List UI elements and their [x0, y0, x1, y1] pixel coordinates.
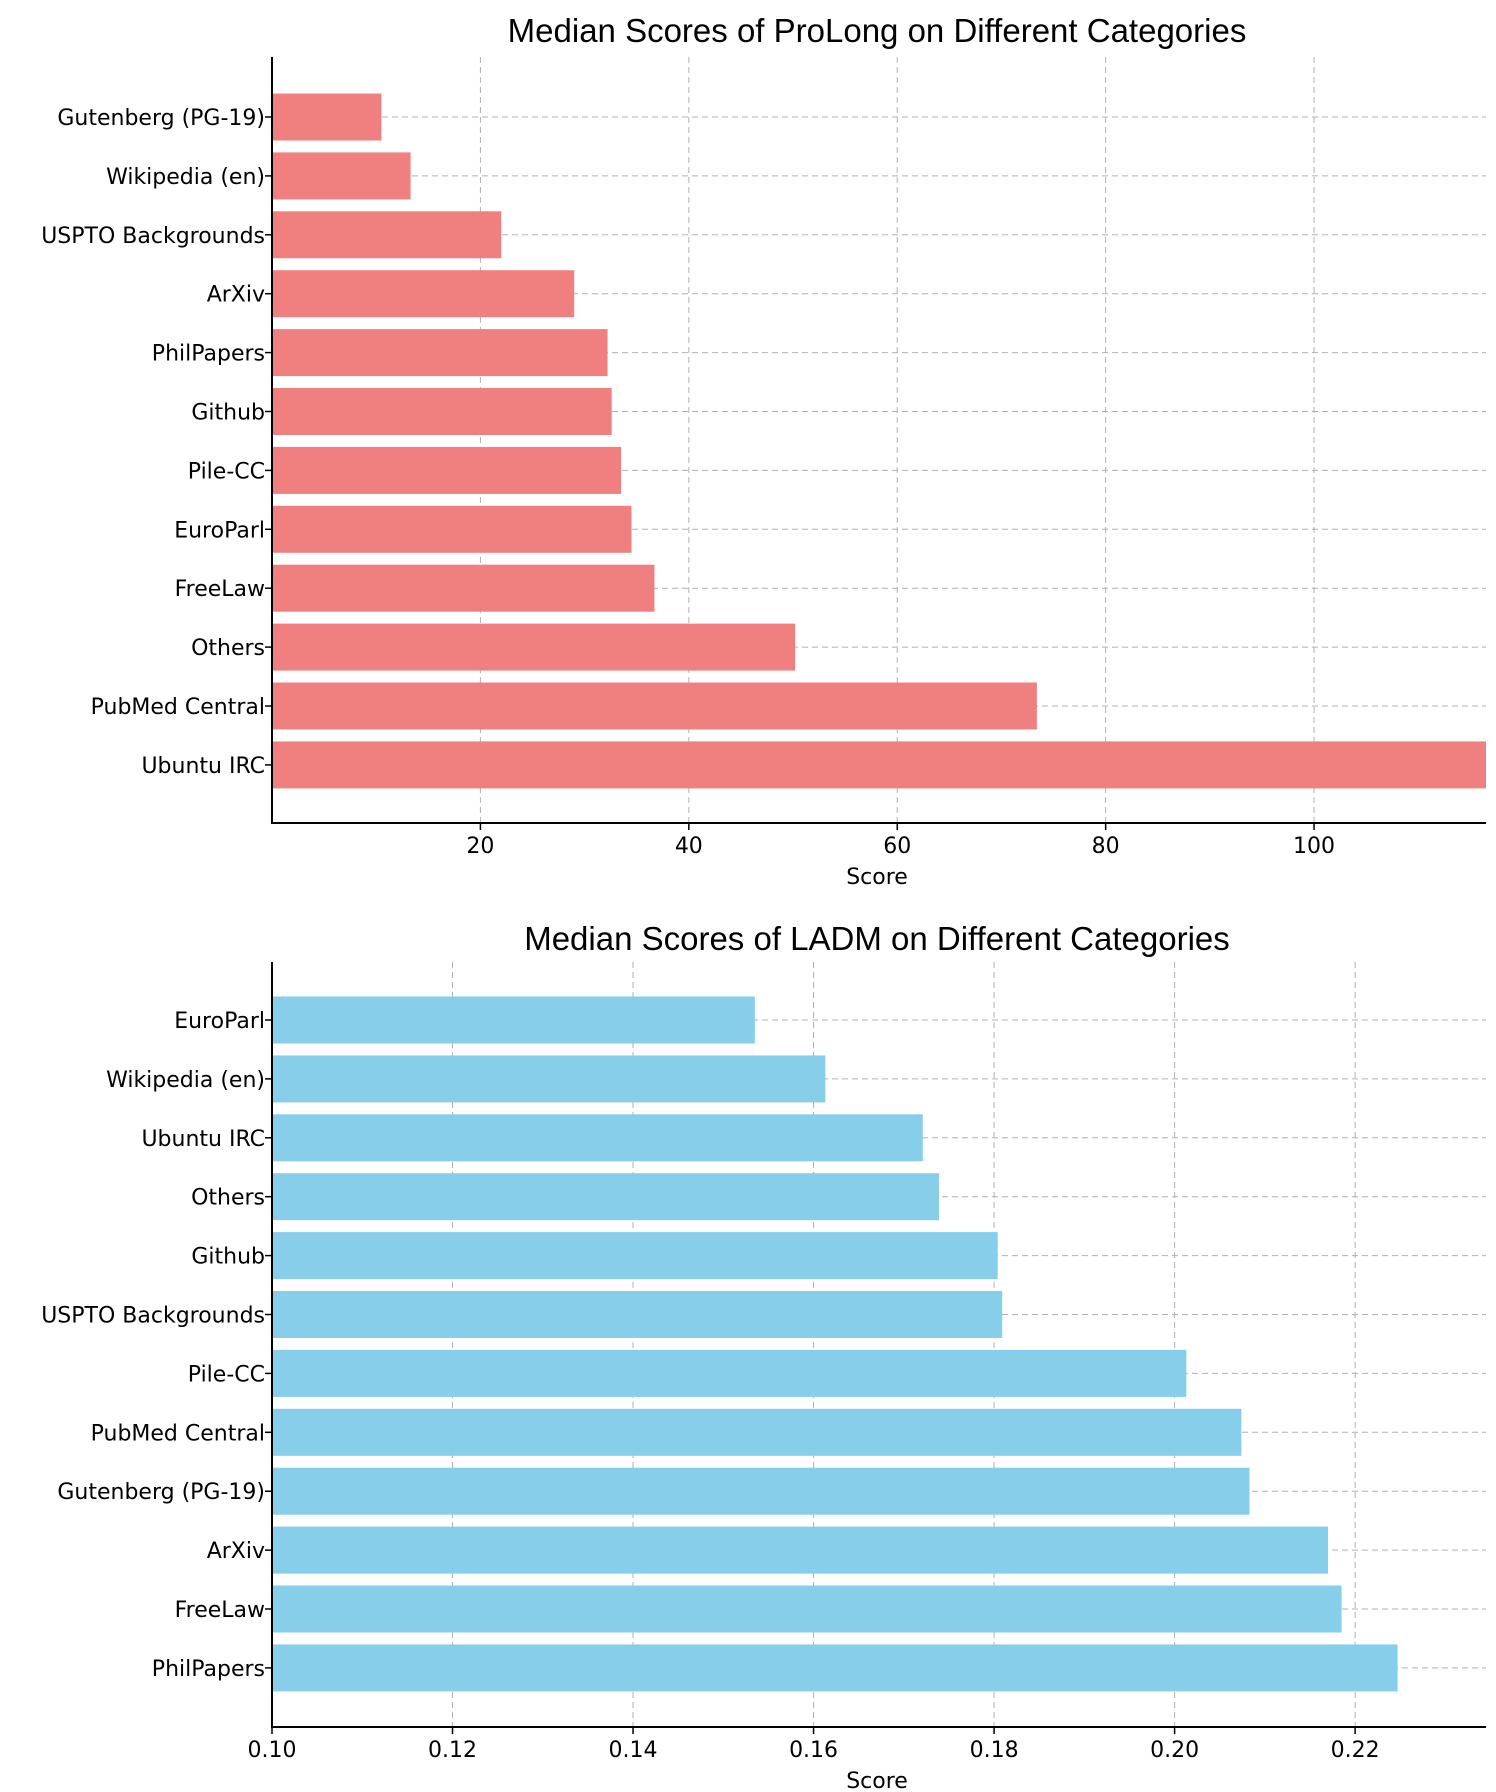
category-label: Ubuntu IRC [141, 754, 265, 779]
bar [272, 152, 411, 200]
bar [272, 1526, 1329, 1574]
x-ticks: 20 40 60 80 100 [466, 823, 1335, 859]
bar [272, 1232, 998, 1280]
category-label: PubMed Central [91, 695, 265, 720]
bar [272, 1467, 1250, 1515]
category-label: EuroParl [174, 518, 265, 543]
bar [272, 1173, 940, 1221]
x-tick-label: 20 [466, 834, 494, 859]
bar [272, 564, 655, 612]
x-tick-label: 40 [675, 834, 703, 859]
category-label: Wikipedia (en) [106, 165, 265, 190]
category-label: Pile-CC [188, 459, 265, 484]
category-label: Wikipedia (en) [106, 1068, 265, 1093]
x-axis-label: Score [846, 865, 908, 890]
category-label: Github [191, 1245, 265, 1270]
category-label: USPTO Backgrounds [41, 1304, 265, 1329]
category-label: Others [191, 636, 265, 661]
x-tick-label: 0.20 [1150, 1738, 1199, 1763]
bar [272, 1408, 1242, 1456]
category-label: Gutenberg (PG-19) [57, 106, 265, 131]
category-label: Ubuntu IRC [141, 1127, 265, 1152]
x-axis-label: Score [846, 1769, 908, 1792]
bar [272, 741, 1486, 789]
x-tick-label: 0.16 [789, 1738, 838, 1763]
bar [272, 996, 755, 1044]
category-label: EuroParl [174, 1009, 265, 1034]
bar [272, 329, 608, 377]
category-label: FreeLaw [175, 1598, 265, 1623]
x-tick-label: 0.22 [1331, 1738, 1380, 1763]
bars [272, 93, 1486, 789]
category-label: PubMed Central [91, 1421, 265, 1446]
bar [272, 1291, 1003, 1338]
category-label: USPTO Backgrounds [41, 224, 265, 249]
category-label: FreeLaw [175, 577, 265, 602]
bar [272, 505, 632, 553]
chart-title: Median Scores of ProLong on Different Ca… [508, 12, 1247, 49]
prolong-chart: Median Scores of ProLong on Different Ca… [41, 12, 1486, 890]
category-labels: EuroParl Wikipedia (en) Ubuntu IRC Others Gi… [41, 1009, 272, 1682]
x-tick-label: 60 [883, 834, 911, 859]
x-tick-label: 0.12 [428, 1738, 477, 1763]
category-label: Gutenberg (PG-19) [57, 1480, 265, 1505]
bar [272, 388, 612, 435]
category-label: ArXiv [207, 283, 265, 308]
category-label: Others [191, 1186, 265, 1211]
x-tick-label: 0.14 [609, 1738, 658, 1763]
category-label: Github [191, 401, 265, 426]
bar [272, 270, 575, 318]
bar [272, 1585, 1342, 1633]
bar [272, 1349, 1187, 1397]
bar [272, 93, 382, 141]
ladm-chart: Median Scores of LADM on Different Categ… [41, 920, 1486, 1792]
chart-title: Median Scores of LADM on Different Categ… [524, 920, 1230, 957]
bar [272, 682, 1037, 730]
x-tick-label: 80 [1092, 834, 1120, 859]
bars [272, 996, 1398, 1692]
x-tick-label: 0.10 [248, 1738, 297, 1763]
bar [272, 211, 502, 259]
x-tick-label: 0.18 [970, 1738, 1019, 1763]
x-tick-label: 100 [1293, 834, 1335, 859]
bar [272, 623, 796, 671]
category-label: Pile-CC [188, 1362, 265, 1387]
category-labels: Gutenberg (PG-19) Wikipedia (en) USPTO Bac… [41, 106, 272, 779]
category-label: ArXiv [207, 1539, 265, 1564]
bar [272, 446, 622, 494]
bar [272, 1644, 1398, 1692]
x-ticks: 0.10 0.12 0.14 0.16 0.18 0.20 0.22 [248, 1727, 1380, 1763]
category-label: PhilPapers [152, 342, 265, 367]
bar [272, 1055, 826, 1103]
category-label: PhilPapers [152, 1657, 265, 1682]
bar [272, 1114, 923, 1162]
